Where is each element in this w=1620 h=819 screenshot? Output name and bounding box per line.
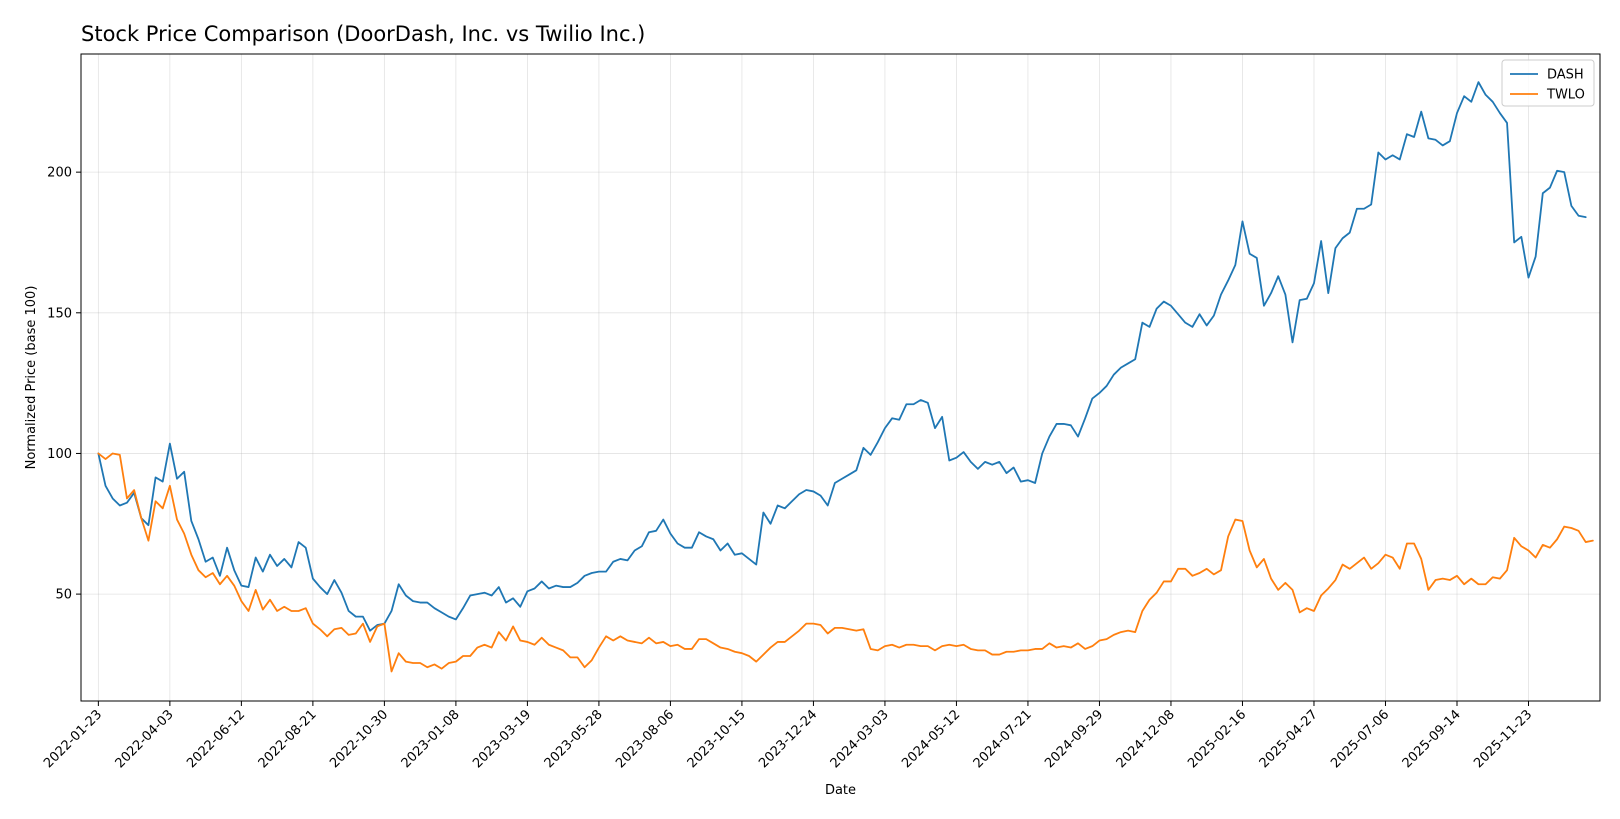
legend-label-dash: DASH bbox=[1547, 68, 1584, 83]
y-tick-label: 150 bbox=[47, 306, 72, 321]
y-axis-label: Normalized Price (base 100) bbox=[24, 286, 39, 470]
legend-label-twlo: TWLO bbox=[1546, 88, 1585, 103]
series-line-dash bbox=[97, 81, 1587, 632]
y-axis: 50 100 150 200 bbox=[47, 166, 81, 603]
plot-frame bbox=[80, 53, 1601, 702]
chart-title: Stock Price Comparison (DoorDash, Inc. v… bbox=[81, 22, 645, 46]
y-tick-label: 100 bbox=[47, 447, 72, 462]
legend: DASH TWLO bbox=[1501, 59, 1595, 107]
y-tick-label: 200 bbox=[47, 166, 72, 181]
series-line-twlo bbox=[97, 452, 1594, 673]
y-tick-label: 50 bbox=[55, 588, 72, 603]
x-axis-label: Date bbox=[825, 783, 856, 798]
grid-lines bbox=[81, 54, 1600, 701]
series-layer bbox=[97, 81, 1594, 673]
